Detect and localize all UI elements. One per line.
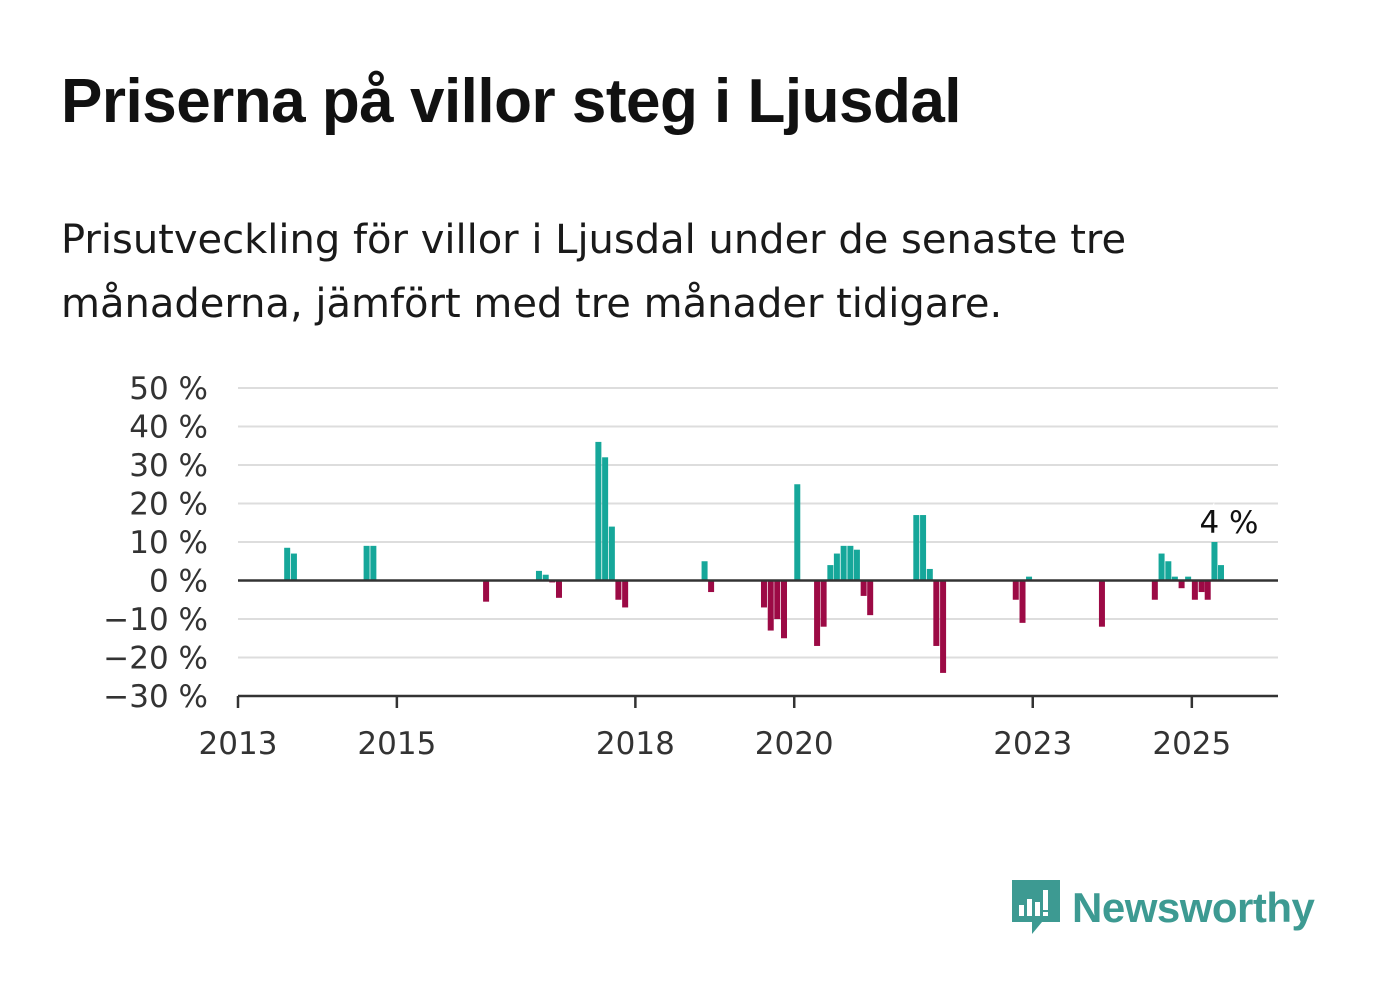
y-tick-label: 20 % bbox=[129, 487, 208, 523]
annotation-label: 4 % bbox=[1199, 505, 1258, 541]
bar bbox=[1191, 580, 1198, 600]
bar bbox=[1098, 580, 1105, 627]
bar bbox=[1204, 580, 1211, 600]
x-tick-label: 2013 bbox=[199, 726, 278, 762]
newsworthy-logo: Newsworthy bbox=[1010, 878, 1315, 938]
y-axis-ticks: 50 %40 %30 %20 %10 %0 %−10 %−20 %−30 % bbox=[103, 371, 208, 715]
brand-name: Newsworthy bbox=[1072, 884, 1315, 931]
bar bbox=[926, 568, 933, 581]
bar bbox=[833, 553, 840, 581]
chart-subtitle: Prisutveckling för villor i Ljusdal unde… bbox=[61, 217, 1127, 327]
bar bbox=[284, 547, 291, 581]
bar bbox=[847, 545, 854, 581]
bar bbox=[622, 580, 629, 608]
bar bbox=[814, 580, 821, 646]
bar-chart: 50 %40 %30 %20 %10 %0 %−10 %−20 %−30 % 2… bbox=[103, 371, 1278, 762]
x-tick-label: 2023 bbox=[993, 726, 1072, 762]
bar bbox=[602, 457, 609, 581]
bar bbox=[1165, 561, 1172, 581]
annotation: 4 % bbox=[1196, 502, 1261, 544]
x-tick-label: 2015 bbox=[357, 726, 436, 762]
gridlines bbox=[238, 387, 1278, 659]
bar bbox=[774, 580, 781, 619]
bar bbox=[860, 580, 867, 596]
y-tick-label: −10 % bbox=[103, 602, 208, 638]
x-axis-ticks: 2013 2015 2018 2020 2023 2025 bbox=[199, 696, 1231, 762]
bar bbox=[867, 580, 874, 616]
bar bbox=[1019, 580, 1026, 623]
y-tick-label: −20 % bbox=[103, 641, 208, 677]
bar bbox=[1198, 580, 1205, 593]
bar bbox=[483, 580, 490, 602]
y-tick-label: 40 % bbox=[129, 410, 208, 446]
chart-title: Priserna på villor steg i Ljusdal bbox=[61, 67, 962, 136]
y-tick-label: 50 % bbox=[129, 371, 208, 407]
bar bbox=[767, 580, 774, 631]
bar bbox=[615, 580, 622, 600]
bar bbox=[290, 553, 297, 581]
bar bbox=[827, 565, 834, 581]
bar bbox=[1158, 553, 1165, 581]
y-tick-label: 0 % bbox=[149, 564, 208, 600]
y-tick-label: 10 % bbox=[129, 525, 208, 561]
y-tick-label: 30 % bbox=[129, 448, 208, 484]
bar bbox=[840, 545, 847, 581]
bar bbox=[1185, 576, 1192, 581]
y-tick-label: −30 % bbox=[103, 679, 208, 715]
bar bbox=[913, 515, 920, 581]
bars bbox=[284, 441, 1224, 673]
x-tick-label: 2025 bbox=[1152, 726, 1231, 762]
bar bbox=[760, 580, 767, 608]
bar bbox=[920, 515, 927, 581]
bar bbox=[535, 570, 542, 581]
newsworthy-bar-icon bbox=[1012, 880, 1060, 934]
bar bbox=[363, 545, 370, 581]
bar bbox=[781, 580, 788, 639]
bar bbox=[940, 580, 947, 673]
bar bbox=[794, 484, 801, 581]
bar bbox=[1211, 542, 1218, 581]
x-tick-label: 2018 bbox=[596, 726, 675, 762]
axes bbox=[238, 579, 1278, 698]
bar bbox=[853, 549, 860, 581]
bar bbox=[542, 574, 549, 581]
bar bbox=[370, 545, 377, 581]
bar bbox=[701, 561, 708, 581]
bar bbox=[1151, 580, 1158, 600]
bar bbox=[555, 580, 562, 598]
x-tick-label: 2020 bbox=[755, 726, 834, 762]
bar bbox=[1026, 576, 1033, 581]
bar bbox=[608, 526, 615, 581]
bar bbox=[1217, 565, 1224, 581]
bar bbox=[1178, 580, 1185, 589]
bar bbox=[1012, 580, 1019, 600]
bar bbox=[820, 580, 827, 627]
bar bbox=[933, 580, 940, 646]
bar bbox=[595, 441, 602, 581]
bar bbox=[1171, 576, 1178, 581]
bar bbox=[708, 580, 715, 593]
